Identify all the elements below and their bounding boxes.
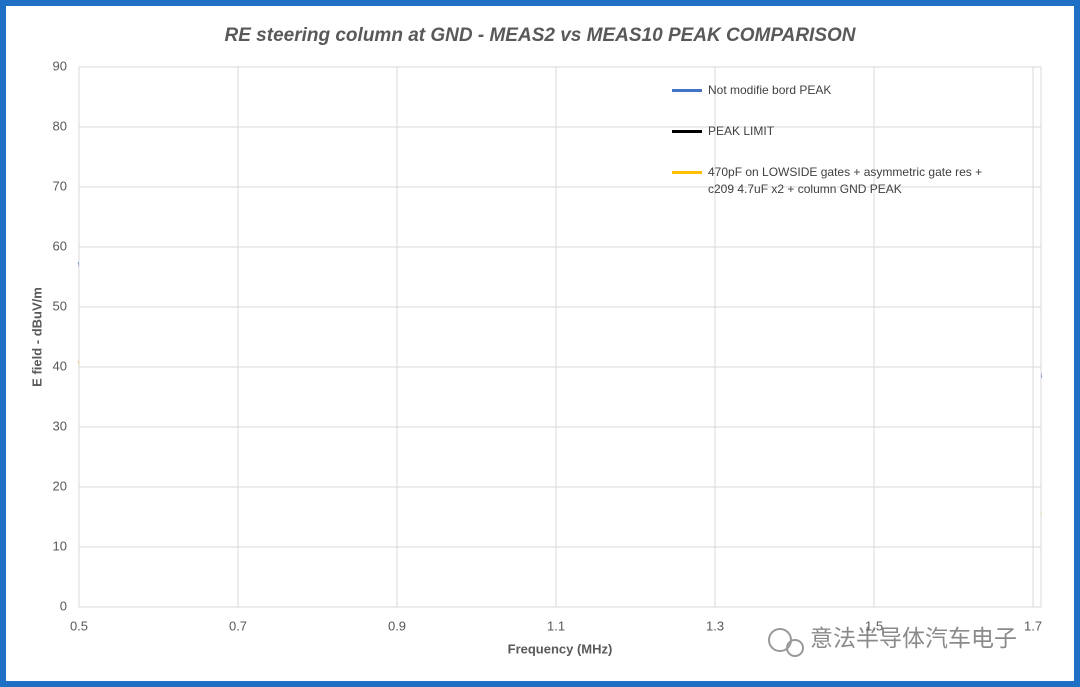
watermark: 意法半导体汽车电子: [810, 625, 1017, 651]
x-tick-label: 1.5: [865, 618, 883, 633]
y-tick-label: 60: [53, 238, 67, 253]
x-axis-label: Frequency (MHz): [508, 641, 613, 656]
x-tick-label: 0.7: [229, 618, 247, 633]
x-tick-label: 1.1: [547, 618, 565, 633]
y-tick-label: 40: [53, 358, 67, 373]
legend-label: PEAK LIMIT: [708, 124, 775, 138]
legend-swatch: [672, 171, 702, 174]
legend-swatch: [672, 89, 702, 92]
y-tick-label: 50: [53, 298, 67, 313]
y-tick-label: 80: [53, 118, 67, 133]
y-tick-label: 10: [53, 538, 67, 553]
y-axis-label: E field - dBuV/m: [29, 287, 44, 387]
watermark-icon: [768, 628, 804, 657]
y-tick-label: 30: [53, 418, 67, 433]
legend-label: Not modifie bord PEAK: [708, 83, 832, 97]
legend-entry: Not modifie bord PEAK: [672, 82, 1012, 99]
y-tick-label: 0: [60, 598, 67, 613]
x-tick-label: 1.3: [706, 618, 724, 633]
y-tick-label: 90: [53, 58, 67, 73]
y-tick-label: 20: [53, 478, 67, 493]
x-tick-label: 0.9: [388, 618, 406, 633]
plot-area: [78, 66, 1042, 608]
legend-entry: PEAK LIMIT: [672, 123, 1012, 140]
x-tick-label: 1.7: [1024, 618, 1042, 633]
chart-title: RE steering column at GND - MEAS2 vs MEA…: [225, 25, 857, 46]
legend: Not modifie bord PEAK PEAK LIMIT 470pF on …: [672, 82, 1012, 222]
x-tick-label: 0.5: [70, 618, 88, 633]
legend-entry: 470pF on LOWSIDE gates + asymmetric gate…: [672, 164, 1012, 198]
legend-label: 470pF on LOWSIDE gates + asymmetric gate…: [708, 165, 983, 196]
legend-swatch: [672, 130, 702, 133]
y-tick-label: 70: [53, 178, 67, 193]
